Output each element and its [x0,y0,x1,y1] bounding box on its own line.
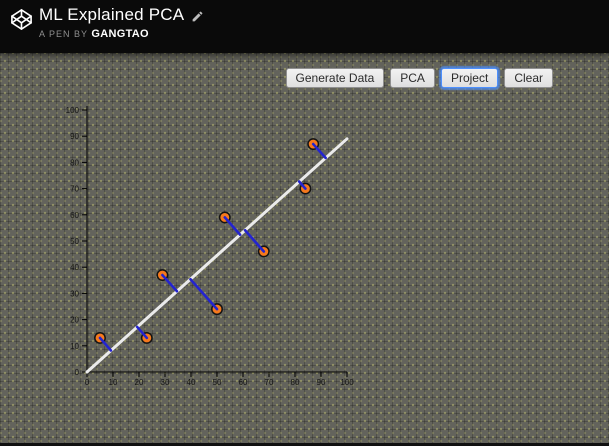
header-text: ML Explained PCA A PEN BY gangtao [39,5,204,40]
y-tick-label: 70 [70,185,79,194]
projection-line [161,273,179,293]
header: ML Explained PCA A PEN BY gangtao [0,0,609,53]
y-tick-label: 90 [70,132,79,141]
edit-pencil-icon[interactable] [191,10,204,23]
x-tick-label: 50 [213,378,222,387]
projection-line [311,142,327,160]
chart-container: 0 10 20 30 40 50 60 70 80 90 100 0 10 20 30 40 50 60 70 80 9… [60,96,390,401]
footer-edge [0,443,609,446]
x-tick-label: 40 [187,378,196,387]
byline-prefix: A PEN BY [39,29,88,39]
projection-line [135,325,149,340]
y-tick-label: 20 [70,316,79,325]
projection-line [98,336,113,352]
pca-scatter-chart: 0 10 20 30 40 50 60 70 80 90 100 0 10 20 30 40 50 60 70 80 9… [66,106,354,387]
y-tick-label: 40 [70,263,79,272]
x-tick-label: 60 [239,378,248,387]
pca-button[interactable]: PCA [390,68,435,88]
byline: A PEN BY gangtao [39,28,204,40]
project-button[interactable]: Project [440,68,499,88]
projections [98,142,327,352]
projection-line [243,228,266,253]
pen-title: ML Explained PCA [39,5,185,24]
x-tick-label: 70 [265,378,274,387]
toolbar: Generate Data PCA Project Clear [285,68,553,88]
x-tick-label: 0 [85,378,90,387]
y-tick-label: 60 [70,211,79,220]
data-points [94,138,320,344]
y-tick-label: 10 [70,342,79,351]
axes [82,106,348,377]
projection-line [223,216,242,237]
y-tick-label: 80 [70,158,79,167]
x-tick-label: 100 [340,378,354,387]
principal-component-line [85,137,349,374]
y-tick-label: 0 [75,368,80,377]
x-tick-label: 20 [135,378,144,387]
x-tick-label: 30 [161,378,170,387]
x-tick-label: 80 [291,378,300,387]
codepen-logo-icon[interactable] [10,8,33,31]
author-link[interactable]: gangtao [91,28,149,40]
y-tick-label: 100 [66,106,80,115]
x-tick-label: 90 [317,378,326,387]
clear-button[interactable]: Clear [504,68,553,88]
projection-line [189,277,219,311]
y-tick-label: 30 [70,289,79,298]
x-tick-label: 10 [109,378,118,387]
projection-line [297,180,307,190]
y-tick-label: 50 [70,237,79,246]
generate-data-button[interactable]: Generate Data [285,68,385,88]
